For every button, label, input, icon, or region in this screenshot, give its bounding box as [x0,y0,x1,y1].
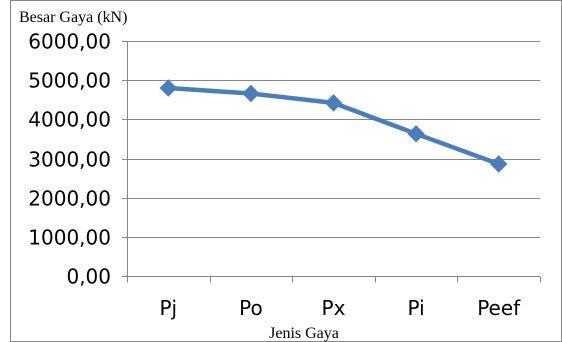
y-tick-label: 1000,00 [28,226,111,250]
x-tick-label-px: Px [322,296,346,320]
y-tick-label: 6000,00 [28,30,111,54]
y-tick-label: 2000,00 [28,187,111,211]
y-tick-label: 5000,00 [28,69,111,93]
axes [122,41,541,283]
x-tick-labels: Pj Po Px Pi Peef [159,296,521,320]
x-tick-label-pi: Pi [408,296,425,320]
y-axis-title: Besar Gaya (kN) [19,9,127,26]
y-tick-label: 0,00 [66,265,111,289]
series-layer [159,79,508,173]
data-point-peef [489,155,508,173]
x-tick-label-pj: Pj [159,296,177,320]
data-point-po [242,84,260,103]
x-tick-label-po: Po [239,296,263,320]
y-tick-label: 4000,00 [28,108,111,132]
chart-border [10,0,562,342]
data-point-pi [407,125,425,143]
x-axis-title: Jenis Gaya [269,325,339,342]
x-tick-label-peef: Peef [477,296,521,320]
y-tick-labels: 0,00 1000,00 2000,00 3000,00 4000,00 5000,00 6… [28,30,111,289]
gridlines [127,41,540,238]
data-point-px [324,94,343,112]
data-point-pj [159,79,178,97]
y-tick-label: 3000,00 [28,148,111,172]
